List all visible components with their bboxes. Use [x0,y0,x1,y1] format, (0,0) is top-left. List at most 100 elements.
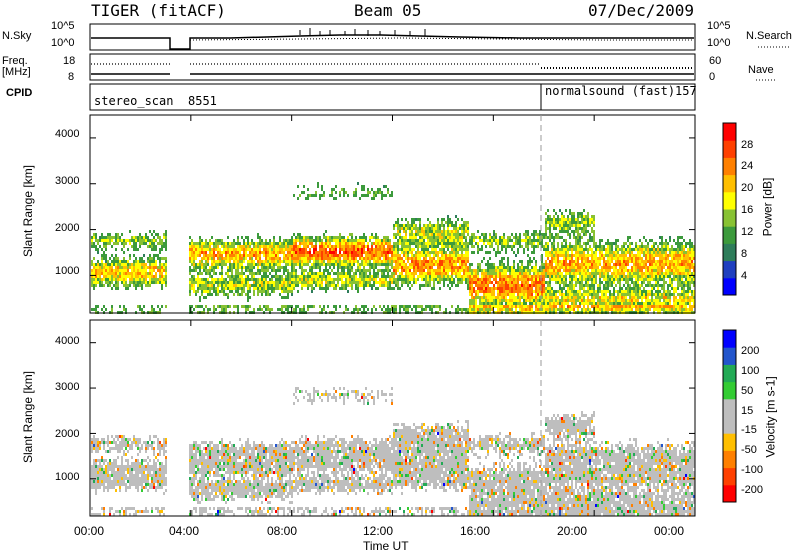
range-gate-cell [307,251,309,254]
range-gate-cell [579,248,581,251]
range-gate-cell [473,251,475,254]
range-gate-cell [521,269,523,272]
range-gate-cell [549,299,551,302]
range-gate-cell [345,275,347,278]
range-gate-cell [511,308,513,311]
range-gate-cell [267,251,269,254]
range-gate-cell [399,272,401,275]
range-gate-cell [117,266,119,269]
range-gate-cell [543,272,545,275]
range-gate-cell [217,242,219,245]
range-gate-cell [379,254,381,257]
range-gate-cell [505,299,507,302]
range-gate-cell [303,248,305,251]
range-gate-cell [301,266,303,269]
range-gate-cell [139,263,141,266]
range-gate-cell [161,305,163,308]
range-gate-cell [597,287,599,290]
range-gate-cell [439,263,441,266]
range-gate-cell [521,281,523,284]
range-gate-cell [381,191,383,194]
range-gate-cell [591,302,593,305]
range-gate-cell [575,239,577,242]
range-gate-cell [565,221,567,224]
range-gate-cell [453,230,455,233]
power-cb-tick-28: 28 [741,139,754,151]
range-gate-cell [247,284,249,287]
range-gate-cell [345,239,347,242]
range-gate-cell [203,242,205,245]
range-gate-cell [435,242,437,245]
range-gate-cell [297,284,299,287]
range-gate-cell [299,233,301,236]
range-gate-cell [521,284,523,287]
range-gate-cell [291,287,293,290]
range-gate-cell [329,251,331,254]
range-gate-cell [575,257,577,260]
range-gate-cell [95,239,97,242]
range-gate-cell [469,281,471,284]
range-gate-cell [401,275,403,278]
range-gate-cell [135,266,137,269]
range-gate-cell [507,245,509,248]
range-gate-cell [445,257,447,260]
range-gate-cell [399,287,401,290]
range-gate-cell [387,260,389,263]
range-gate-cell [235,305,237,308]
range-gate-cell [583,233,585,236]
range-gate-cell [143,242,145,245]
range-gate-cell [251,272,253,275]
range-gate-cell [299,260,301,263]
range-gate-cell [213,242,215,245]
range-gate-cell [535,293,537,296]
range-gate-cell [609,305,611,308]
range-gate-cell [115,236,117,239]
range-gate-cell [463,263,465,266]
range-gate-cell [545,224,547,227]
range-gate-cell [115,284,117,287]
range-gate-cell [149,281,151,284]
range-gate-cell [223,248,225,251]
range-gate-cell [299,281,301,284]
range-gate-cell [141,242,143,245]
range-gate-cell [383,275,385,278]
range-gate-cell [247,242,249,245]
range-gate-cell [317,278,319,281]
range-gate-cell [103,245,105,248]
range-gate-cell [313,251,315,254]
range-gate-cell [387,236,389,239]
range-gate-cell [343,188,345,191]
range-gate-cell [309,284,311,287]
range-gate-cell [553,266,555,269]
range-gate-cell [123,266,125,269]
range-gate-cell [295,242,297,245]
range-gate-cell [283,245,285,248]
range-gate-cell [287,260,289,263]
range-gate-cell [239,248,241,251]
range-gate-cell [331,269,333,272]
range-gate-cell [225,308,227,311]
range-gate-cell [323,275,325,278]
range-gate-cell [295,245,297,248]
range-gate-cell [585,281,587,284]
range-gate-cell [601,308,603,311]
range-gate-cell [99,263,101,266]
range-gate-cell [569,218,571,221]
range-gate-cell [197,287,199,290]
range-gate-cell [191,263,193,266]
range-gate-cell [437,281,439,284]
range-gate-cell [319,263,321,266]
range-gate-cell [245,266,247,269]
range-gate-cell [525,233,527,236]
range-gate-cell [509,305,511,308]
range-gate-cell [213,269,215,272]
range-gate-cell [193,251,195,254]
range-gate-cell [121,275,123,278]
range-gate-cell [459,308,461,311]
range-gate-cell [459,227,461,230]
range-gate-cell [563,299,565,302]
range-gate-cell [515,305,517,308]
range-gate-cell [351,278,353,281]
range-gate-cell [507,290,509,293]
range-gate-cell [481,290,483,293]
